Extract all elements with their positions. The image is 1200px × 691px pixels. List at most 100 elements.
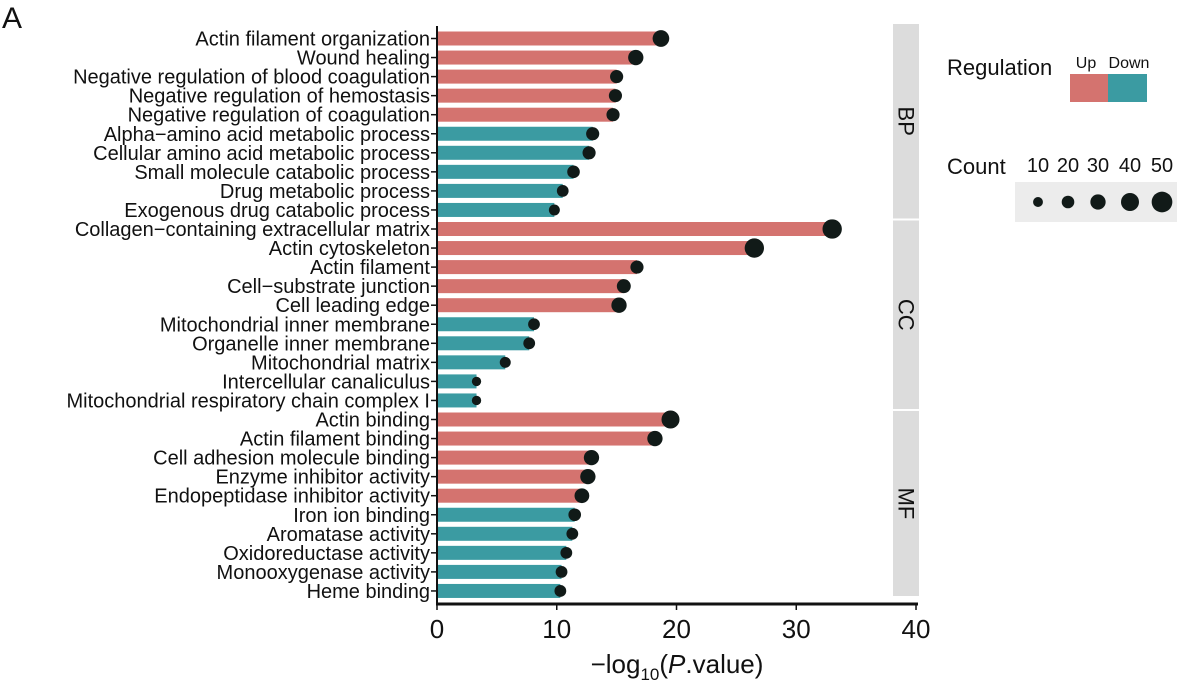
dot-cc-3 <box>616 279 631 294</box>
dot-cc-5 <box>528 318 540 331</box>
facet-strip-bp <box>893 24 919 219</box>
term-label: Enzyme inhibitor activity <box>215 467 430 489</box>
dot-bp-5 <box>586 127 600 141</box>
dot-cc-9 <box>471 395 482 406</box>
count-legend-value: 10 <box>1027 155 1049 177</box>
x-axis-title-part: −log <box>591 649 641 679</box>
dot-bp-6 <box>582 146 596 160</box>
x-tick-label: 30 <box>782 614 811 644</box>
bar-bp-0 <box>437 31 661 46</box>
facet-label-cc: CC <box>894 299 919 331</box>
x-tick-label: 0 <box>430 614 444 644</box>
count-legend-dot <box>1033 197 1043 207</box>
bar-mf-9 <box>437 583 561 598</box>
bar-cc-4 <box>437 298 620 313</box>
term-label: Cellular amino acid metabolic process <box>93 143 430 165</box>
x-axis: 0 10 20 30 40−log10(P.value) <box>430 26 931 684</box>
term-label: Exogenous drug catabolic process <box>124 200 430 222</box>
facet-strips: BP CC MF <box>893 24 919 596</box>
bar-cc-0 <box>437 222 833 236</box>
bar-mf-0 <box>437 412 671 427</box>
bar-cc-6 <box>437 336 530 351</box>
bar-bp-2 <box>437 69 617 84</box>
bar-bp-7 <box>437 164 574 179</box>
dot-cc-7 <box>499 356 511 368</box>
dot-bp-7 <box>567 165 580 179</box>
term-label: Drug metabolic process <box>220 181 430 203</box>
x-axis-title-part: P <box>668 649 686 679</box>
bars-layer <box>437 31 833 598</box>
dot-bp-2 <box>610 70 624 84</box>
x-axis-title-part: ( <box>659 649 668 679</box>
regulation-legend: Regulation Up Down <box>947 55 1149 102</box>
dot-cc-4 <box>611 297 627 313</box>
x-axis-title-part: .value) <box>685 649 763 679</box>
count-legend-value: 40 <box>1119 155 1141 177</box>
bar-bp-5 <box>437 126 593 141</box>
dots-layer <box>471 30 842 597</box>
bar-bp-6 <box>437 145 590 160</box>
term-label: Negative regulation of blood coagulation <box>73 67 430 89</box>
bar-cc-2 <box>437 260 637 275</box>
dot-cc-0 <box>822 219 842 239</box>
term-label: Actin filament organization <box>195 29 430 51</box>
x-tick-label: 40 <box>902 614 931 644</box>
term-label: Iron ion binding <box>293 505 430 527</box>
bar-cc-3 <box>437 279 624 294</box>
count-legend-value: 20 <box>1057 155 1079 177</box>
dot-mf-0 <box>661 410 680 429</box>
facet-strip-cc <box>893 220 919 409</box>
bar-mf-1 <box>437 431 655 446</box>
term-label: Aromatase activity <box>267 524 430 546</box>
term-label: Negative regulation of coagulation <box>128 105 430 127</box>
dot-mf-5 <box>568 508 582 522</box>
term-label: Oxidoreductase activity <box>223 543 430 565</box>
count-legend-dot <box>1151 191 1173 213</box>
dot-mf-3 <box>580 469 596 485</box>
dot-mf-9 <box>554 585 567 597</box>
term-label: Monooxygenase activity <box>217 562 430 584</box>
bar-bp-4 <box>437 107 614 122</box>
bar-cc-1 <box>437 241 755 256</box>
x-axis-title: −log10(P.value) <box>591 649 764 684</box>
regulation-swatch-up <box>1070 74 1109 102</box>
dot-bp-1 <box>628 49 644 66</box>
bar-cc-8 <box>437 374 477 389</box>
x-tick-label: 20 <box>662 614 691 644</box>
x-tick-label: 10 <box>542 614 571 644</box>
dot-mf-6 <box>566 527 579 540</box>
dot-bp-8 <box>556 185 569 197</box>
bar-mf-8 <box>437 564 562 579</box>
dot-bp-3 <box>608 89 622 103</box>
dot-mf-1 <box>647 430 663 447</box>
bar-bp-1 <box>437 50 636 65</box>
regulation-swatch-down <box>1108 74 1147 102</box>
dot-mf-7 <box>560 546 573 559</box>
dot-cc-1 <box>744 238 765 258</box>
count-legend: Count 10 20 30 40 50 <box>947 154 1177 222</box>
dot-cc-6 <box>523 337 536 350</box>
count-legend-value: 30 <box>1087 155 1109 177</box>
dot-bp-4 <box>606 108 620 122</box>
term-label: Negative regulation of hemostasis <box>129 86 430 108</box>
facet-strip-mf <box>893 410 919 596</box>
term-label: Small molecule catabolic process <box>134 162 430 184</box>
term-label: Actin cytoskeleton <box>269 238 430 260</box>
term-label: Alpha−amino acid metabolic process <box>104 124 430 146</box>
term-label: Endopeptidase inhibitor activity <box>154 486 430 508</box>
bar-mf-7 <box>437 545 567 560</box>
term-label: Wound healing <box>297 48 430 70</box>
x-axis-title-part: 10 <box>640 665 659 684</box>
regulation-label-down: Down <box>1109 55 1150 72</box>
dot-bp-9 <box>548 204 560 216</box>
term-label: Mitochondrial inner membrane <box>160 314 430 336</box>
dot-bp-0 <box>652 30 670 47</box>
dot-mf-8 <box>555 566 568 578</box>
term-label: Mitochondrial respiratory chain complex … <box>67 390 431 412</box>
term-label: Actin binding <box>315 410 430 432</box>
dot-cc-2 <box>630 260 644 274</box>
bar-cc-9 <box>437 393 477 408</box>
term-label: Intercellular canaliculus <box>222 371 430 393</box>
